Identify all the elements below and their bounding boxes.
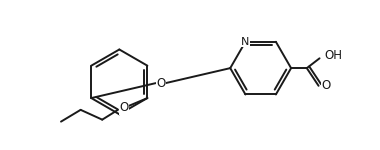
Text: O: O <box>156 77 165 90</box>
Text: N: N <box>241 37 250 47</box>
Text: OH: OH <box>325 49 342 62</box>
Text: O: O <box>119 101 128 114</box>
Text: O: O <box>321 79 331 92</box>
